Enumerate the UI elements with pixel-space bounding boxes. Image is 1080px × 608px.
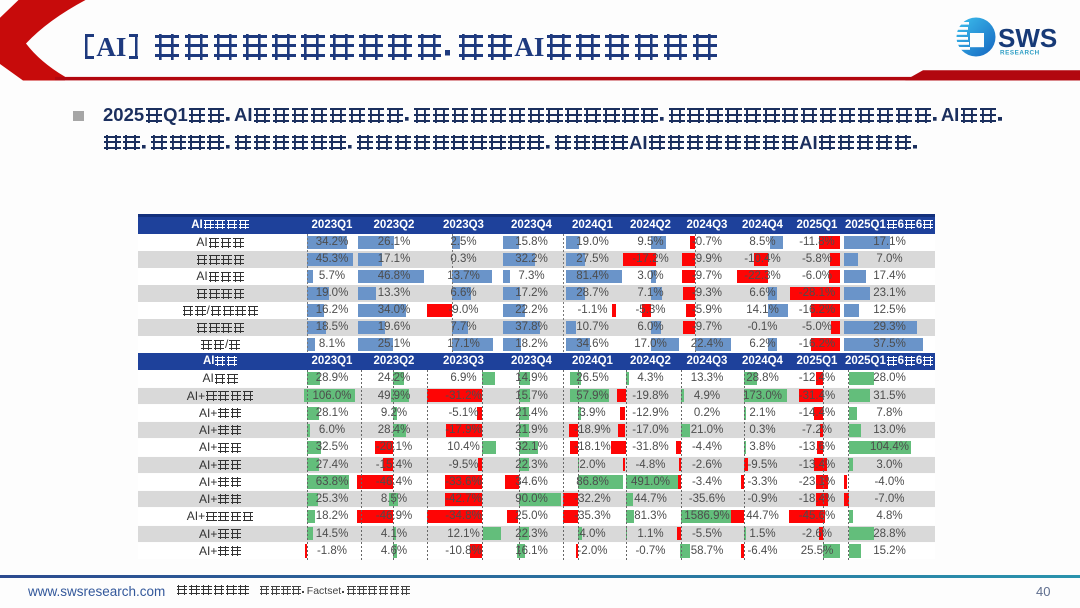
- svg-text:RESEARCH: RESEARCH: [1000, 50, 1040, 57]
- svg-text:SWS: SWS: [998, 23, 1057, 53]
